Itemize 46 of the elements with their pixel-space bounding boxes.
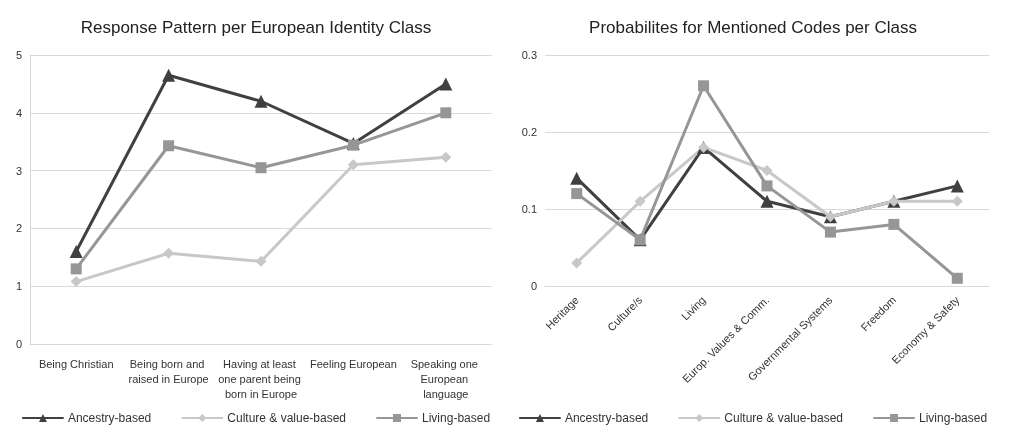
x-tick-label: Having at least one parent being born in Europe xyxy=(218,357,304,400)
y-tick-label: 3 xyxy=(15,164,22,177)
point xyxy=(761,165,773,176)
point xyxy=(571,188,583,200)
y-tick-label: 4 xyxy=(15,106,22,119)
x-tick-label: Being Christian xyxy=(38,357,114,370)
y-tick-label: 0 xyxy=(530,280,537,292)
point xyxy=(254,94,268,108)
point xyxy=(163,140,175,152)
point xyxy=(255,162,267,174)
legend-label: Living-based xyxy=(422,411,491,425)
y-tick-label: 0.2 xyxy=(521,126,537,138)
point xyxy=(760,194,774,208)
y-tick-label: 1 xyxy=(15,280,22,293)
point xyxy=(255,255,267,267)
point xyxy=(950,179,964,193)
point xyxy=(162,68,176,82)
point xyxy=(824,226,836,238)
y-tick-label: 0.1 xyxy=(521,203,537,215)
legend-label: Ancestry-based xyxy=(564,411,649,425)
point xyxy=(70,263,82,275)
legend-label: Culture & value-based xyxy=(227,411,347,425)
point xyxy=(951,272,963,284)
legend-label: Living-based xyxy=(919,411,988,425)
point xyxy=(888,218,900,230)
point xyxy=(347,159,359,171)
y-tick-label: 2 xyxy=(15,222,22,235)
y-tick-label: 0.3 xyxy=(521,49,537,61)
point xyxy=(571,257,583,269)
point xyxy=(440,107,452,119)
y-tick-label: 0 xyxy=(15,338,22,350)
chart-title: Probabilites for Mentioned Codes per Class xyxy=(589,18,917,37)
point xyxy=(698,80,710,92)
point xyxy=(634,195,646,207)
point xyxy=(70,276,82,288)
legend-label: Culture & value-based xyxy=(724,411,844,425)
point xyxy=(570,171,584,185)
point xyxy=(439,77,453,91)
legend-label: Ancestry-based xyxy=(67,411,152,425)
y-tick-label: 5 xyxy=(15,49,22,61)
x-tick-label: Being born and raised in Europe xyxy=(128,357,209,385)
x-tick-label: Feeling European xyxy=(309,357,397,370)
chart-title: Response Pattern per European Identity Class xyxy=(80,18,432,37)
point xyxy=(69,245,83,259)
point xyxy=(761,180,773,192)
x-tick-label: Speaking one European language xyxy=(410,357,481,400)
